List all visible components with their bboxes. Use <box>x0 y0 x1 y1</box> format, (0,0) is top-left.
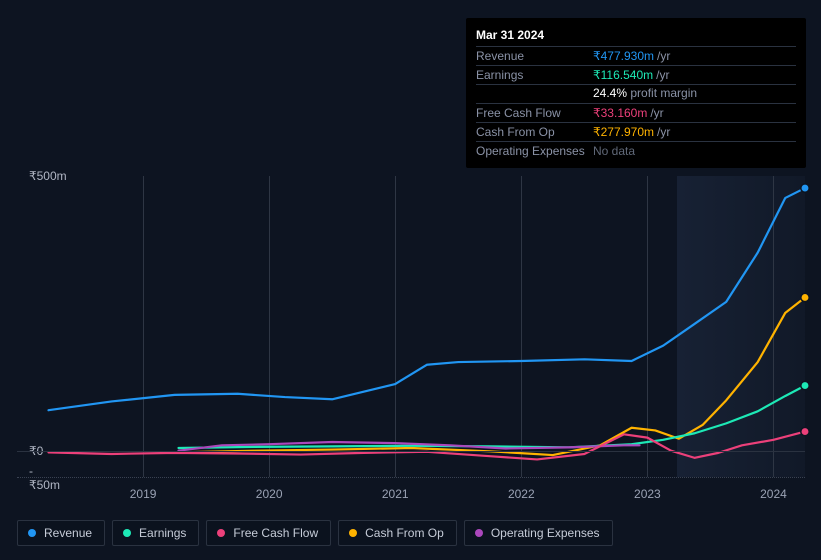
zero-gridline <box>17 451 805 452</box>
x-axis-label: 2021 <box>382 487 409 501</box>
legend-dot-icon <box>475 529 483 537</box>
series-end-dot-earnings <box>801 381 809 389</box>
x-axis-label: 2024 <box>760 487 787 501</box>
tooltip-row-value: No data <box>593 144 635 158</box>
tooltip-row-label: Free Cash Flow <box>476 106 593 120</box>
legend-item-operating_expenses[interactable]: Operating Expenses <box>464 520 613 546</box>
x-axis-label: 2019 <box>130 487 157 501</box>
tooltip-row: Operating ExpensesNo data <box>476 142 796 160</box>
legend-item-earnings[interactable]: Earnings <box>112 520 199 546</box>
tooltip-row-label: Earnings <box>476 68 593 82</box>
tooltip-subrow: 24.4% profit margin <box>476 85 796 104</box>
tooltip-row-unit: /yr <box>656 68 669 82</box>
legend-item-revenue[interactable]: Revenue <box>17 520 105 546</box>
tooltip-row-value: ₹116.540m <box>593 68 653 82</box>
x-axis-label: 2023 <box>634 487 661 501</box>
legend-label: Revenue <box>44 526 92 540</box>
tooltip-row-label: Cash From Op <box>476 125 593 139</box>
tooltip-row-unit: /yr <box>650 106 663 120</box>
tooltip-row: Revenue₹477.930m/yr <box>476 47 796 66</box>
tooltip-date: Mar 31 2024 <box>476 24 796 47</box>
tooltip-row-value: ₹477.930m <box>593 49 654 63</box>
legend-label: Cash From Op <box>365 526 444 540</box>
series-revenue <box>49 188 806 410</box>
chart-svg <box>17 176 805 477</box>
tooltip-row-value: ₹33.160m <box>593 106 647 120</box>
chart-legend: Revenue Earnings Free Cash Flow Cash From O… <box>17 520 613 546</box>
tooltip-row-unit: /yr <box>657 125 670 139</box>
legend-dot-icon <box>123 529 131 537</box>
legend-item-free_cash_flow[interactable]: Free Cash Flow <box>206 520 331 546</box>
series-end-dot-free_cash_flow <box>801 427 809 435</box>
chart-tooltip: Mar 31 2024 Revenue₹477.930m/yrEarnings₹… <box>466 18 806 168</box>
series-end-dot-cash_from_op <box>801 293 809 301</box>
tooltip-row: Free Cash Flow₹33.160m/yr <box>476 104 796 123</box>
chart-plot-area[interactable]: 201920202021202220232024 <box>17 176 805 478</box>
legend-dot-icon <box>217 529 225 537</box>
x-axis-label: 2022 <box>508 487 535 501</box>
legend-dot-icon <box>28 529 36 537</box>
series-cash_from_op <box>179 297 806 455</box>
x-axis-label: 2020 <box>256 487 283 501</box>
legend-item-cash_from_op[interactable]: Cash From Op <box>338 520 457 546</box>
legend-dot-icon <box>349 529 357 537</box>
tooltip-rows: Revenue₹477.930m/yrEarnings₹116.540m/yr2… <box>476 47 796 160</box>
series-end-dot-revenue <box>801 184 809 192</box>
tooltip-row: Earnings₹116.540m/yr <box>476 66 796 85</box>
legend-label: Operating Expenses <box>491 526 600 540</box>
tooltip-row-label: Revenue <box>476 49 593 63</box>
legend-label: Free Cash Flow <box>233 526 318 540</box>
tooltip-row: Cash From Op₹277.970m/yr <box>476 123 796 142</box>
legend-label: Earnings <box>139 526 186 540</box>
tooltip-row-label: Operating Expenses <box>476 144 593 158</box>
earnings-revenue-chart[interactable]: ₹500m₹0-₹50m 201920202021202220232024 <box>17 160 805 500</box>
tooltip-row-unit: /yr <box>657 49 670 63</box>
tooltip-row-value: ₹277.970m <box>593 125 654 139</box>
